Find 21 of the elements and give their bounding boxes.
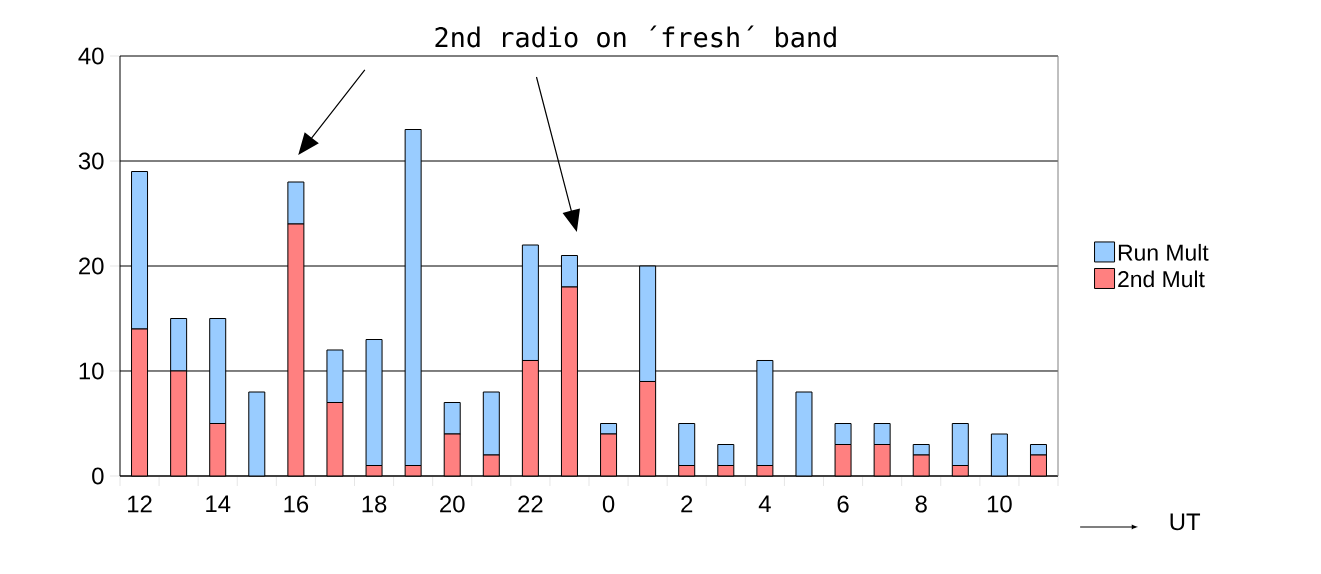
x-tick-label: 12	[128, 495, 152, 513]
x-tick-label: 2	[681, 495, 693, 513]
x-tick-label: 10	[987, 495, 1012, 513]
x-tick-label: 20	[440, 495, 465, 513]
x-tick-label: 6	[837, 495, 849, 513]
x-tick-label: 14	[206, 495, 231, 512]
x-axis-title: UT	[1170, 513, 1201, 531]
y-tick-label: 20	[79, 257, 104, 275]
text: 2nd radio on ´fresh´ band	[435, 25, 836, 48]
y-tick-label: 40	[78, 47, 104, 65]
legend-label: Run Mult	[1118, 243, 1209, 261]
x-tick-label: 18	[362, 495, 387, 513]
x-tick-label: 16	[284, 495, 309, 513]
x-tick-label: 0	[602, 495, 615, 513]
y-tick-label: 30	[78, 152, 104, 170]
x-tick-label: 22	[518, 495, 543, 513]
x-tick-label: 8	[915, 495, 927, 513]
y-tick-label: 10	[79, 362, 104, 380]
x-tick-label: 4	[758, 495, 771, 512]
y-tick-label: 0	[92, 467, 104, 485]
legend-label: 2nd Mult	[1118, 270, 1205, 288]
